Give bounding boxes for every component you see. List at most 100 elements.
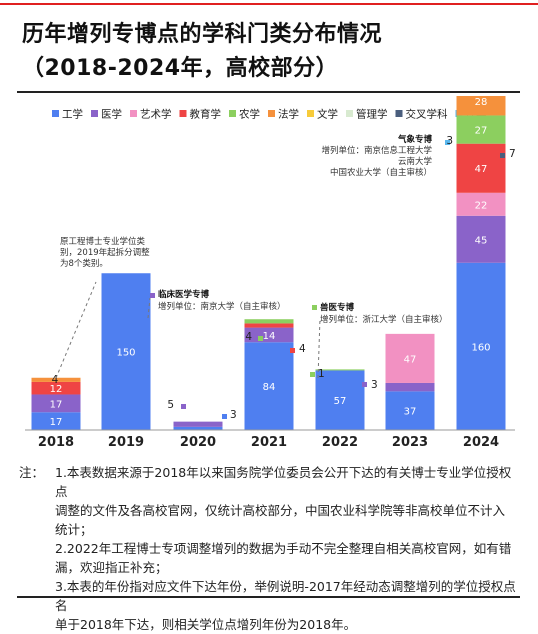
bar-segment — [315, 369, 365, 371]
outside-label-marker — [258, 336, 263, 341]
bar-segment — [31, 412, 81, 430]
note-3-line-2: 单于2018年下达，则相关学位点增列年份为2018年。 — [55, 617, 357, 632]
legend-swatch — [346, 110, 353, 117]
annotation-line: 兽医专博 — [320, 302, 355, 313]
bar-segment — [456, 143, 506, 193]
stacked-bar-chart: 工学医学艺术学教育学农学法学文学管理学交叉学科理学 17171215084145… — [25, 96, 516, 450]
annotation-marker — [150, 293, 155, 298]
legend-swatch — [395, 110, 403, 117]
bar-segment — [173, 421, 223, 427]
outside-value-label: 3 — [446, 135, 453, 147]
top-accent-line — [0, 3, 538, 5]
annotation-line: 别，2019年起拆分调整 — [60, 247, 150, 258]
bar-segment — [31, 381, 81, 395]
outside-value-label: 4 — [245, 331, 252, 343]
bar-segment — [385, 391, 435, 430]
note-2-line-2: 漏，欢迎指正补充； — [55, 560, 168, 575]
outside-label-marker — [181, 404, 186, 409]
bar-segment — [315, 370, 365, 430]
bar-value-label: 150 — [116, 348, 135, 359]
bar-value-label: 17 — [50, 417, 63, 428]
legend-swatch — [268, 110, 275, 117]
notes-prefix: 注： — [19, 465, 45, 480]
bar-segment — [31, 377, 81, 382]
legend-label: 交叉学科 — [406, 108, 448, 121]
annotation-connector — [55, 281, 97, 379]
notes: 注： 1.本表数据来源于2018年以来国务院学位委员会公开下达的有关博士专业学位… — [19, 463, 521, 634]
annotation-line: 原工程博士专业学位类 — [60, 236, 146, 247]
note-2: 2.2022年工程博士专项调整增列的数据为手动不完全整理自相关高校官网，如有错 … — [33, 539, 521, 577]
bar-value-label: 27 — [475, 126, 488, 137]
x-tick-label: 2024 — [463, 435, 499, 450]
bar-value-label: 37 — [404, 407, 417, 418]
bar-value-label: 45 — [475, 235, 488, 246]
outside-label-marker — [362, 382, 367, 387]
legend: 工学医学艺术学教育学农学法学文学管理学交叉学科理学 — [52, 108, 487, 121]
outside-value-label: 1 — [318, 368, 325, 380]
page-title: 历年增列专博点的学科门类分布情况 （2018-2024年，高校部分） — [22, 18, 522, 86]
outside-label-marker — [290, 348, 295, 353]
bar-segment — [456, 96, 506, 116]
bar-segment — [244, 319, 294, 324]
bar-segment — [456, 192, 506, 216]
bar-segment — [385, 333, 435, 383]
bar-segment — [456, 115, 506, 144]
x-tick-label: 2019 — [108, 435, 144, 450]
title-line-1: 历年增列专博点的学科门类分布情况 — [22, 22, 383, 47]
bar-segment — [244, 342, 294, 430]
annotation-line: 临床医学专博 — [158, 289, 210, 300]
legend-label: 教育学 — [190, 108, 222, 121]
legend-item-0: 工学 — [52, 108, 83, 121]
bars: 171712150841457374716045224727281814 — [31, 96, 506, 430]
annotation-line: 中国农业大学（自主审核） — [330, 167, 432, 178]
bar-value-label: 22 — [475, 200, 488, 211]
x-tick-labels: 2018 2019 2020 2021 2022 2023 2024 — [38, 435, 499, 450]
bar-value-label: 57 — [334, 396, 347, 407]
note-1-line-2: 调整的文件及各高校官网，仅统计高校部分，中国农业科学院等非高校单位不计入 — [55, 503, 506, 518]
bar-segment — [173, 426, 223, 430]
bar-value-label: 160 — [471, 342, 490, 353]
note-1: 注： 1.本表数据来源于2018年以来国务院学位委员会公开下达的有关博士专业学位… — [19, 463, 521, 539]
annotation-line: 云南大学 — [398, 156, 433, 167]
annotations: 453441373原工程博士专业学位类别，2019年起拆分调整为8个类别。临床医… — [52, 134, 516, 421]
bottom-line — [17, 596, 520, 598]
bar-value-label: 14 — [263, 331, 276, 342]
legend-swatch — [307, 110, 314, 117]
legend-label: 农学 — [239, 108, 260, 121]
annotation-marker — [312, 305, 317, 310]
outside-label-marker — [222, 414, 227, 419]
annotation-line: 为8个类别。 — [60, 258, 108, 269]
outside-value-label: 3 — [371, 379, 378, 391]
annotation-line: 增列单位：浙江大学（自主审核） — [320, 314, 448, 325]
legend-item-3: 教育学 — [179, 108, 222, 121]
x-tick-label: 2018 — [38, 435, 74, 450]
legend-label: 工学 — [62, 108, 83, 121]
x-tick-label: 2020 — [180, 435, 216, 450]
bar-segment — [101, 273, 151, 430]
note-3: 3.本表的年份指对应文件下达年份，举例说明-2017年经动态调整增列的学位授权点… — [33, 577, 521, 634]
bar-value-label: 47 — [404, 354, 417, 365]
legend-swatch — [52, 110, 59, 117]
legend-item-1: 医学 — [91, 108, 122, 121]
bar-segment — [385, 382, 435, 392]
legend-label: 艺术学 — [140, 108, 172, 121]
bar-segment — [456, 262, 506, 430]
outside-value-label: 4 — [299, 343, 306, 355]
title-divider — [17, 91, 520, 93]
x-tick-label: 2021 — [251, 435, 287, 450]
legend-label: 医学 — [101, 108, 122, 121]
note-1-line-3: 统计； — [55, 522, 93, 537]
outside-value-label: 4 — [52, 374, 59, 386]
title-line-2: （2018-2024年，高校部分） — [22, 56, 339, 81]
legend-swatch — [179, 110, 187, 117]
annotation-line: 增列单位：南京大学（自主审核） — [158, 301, 286, 312]
bar-segment — [456, 215, 506, 263]
legend-item-6: 文学 — [307, 108, 338, 121]
legend-label: 法学 — [278, 108, 299, 121]
outside-value-label: 7 — [509, 148, 516, 160]
note-1-line-1: 1.本表数据来源于2018年以来国务院学位委员会公开下达的有关博士专业学位授权点 — [55, 465, 512, 499]
outside-value-label: 5 — [167, 399, 174, 411]
